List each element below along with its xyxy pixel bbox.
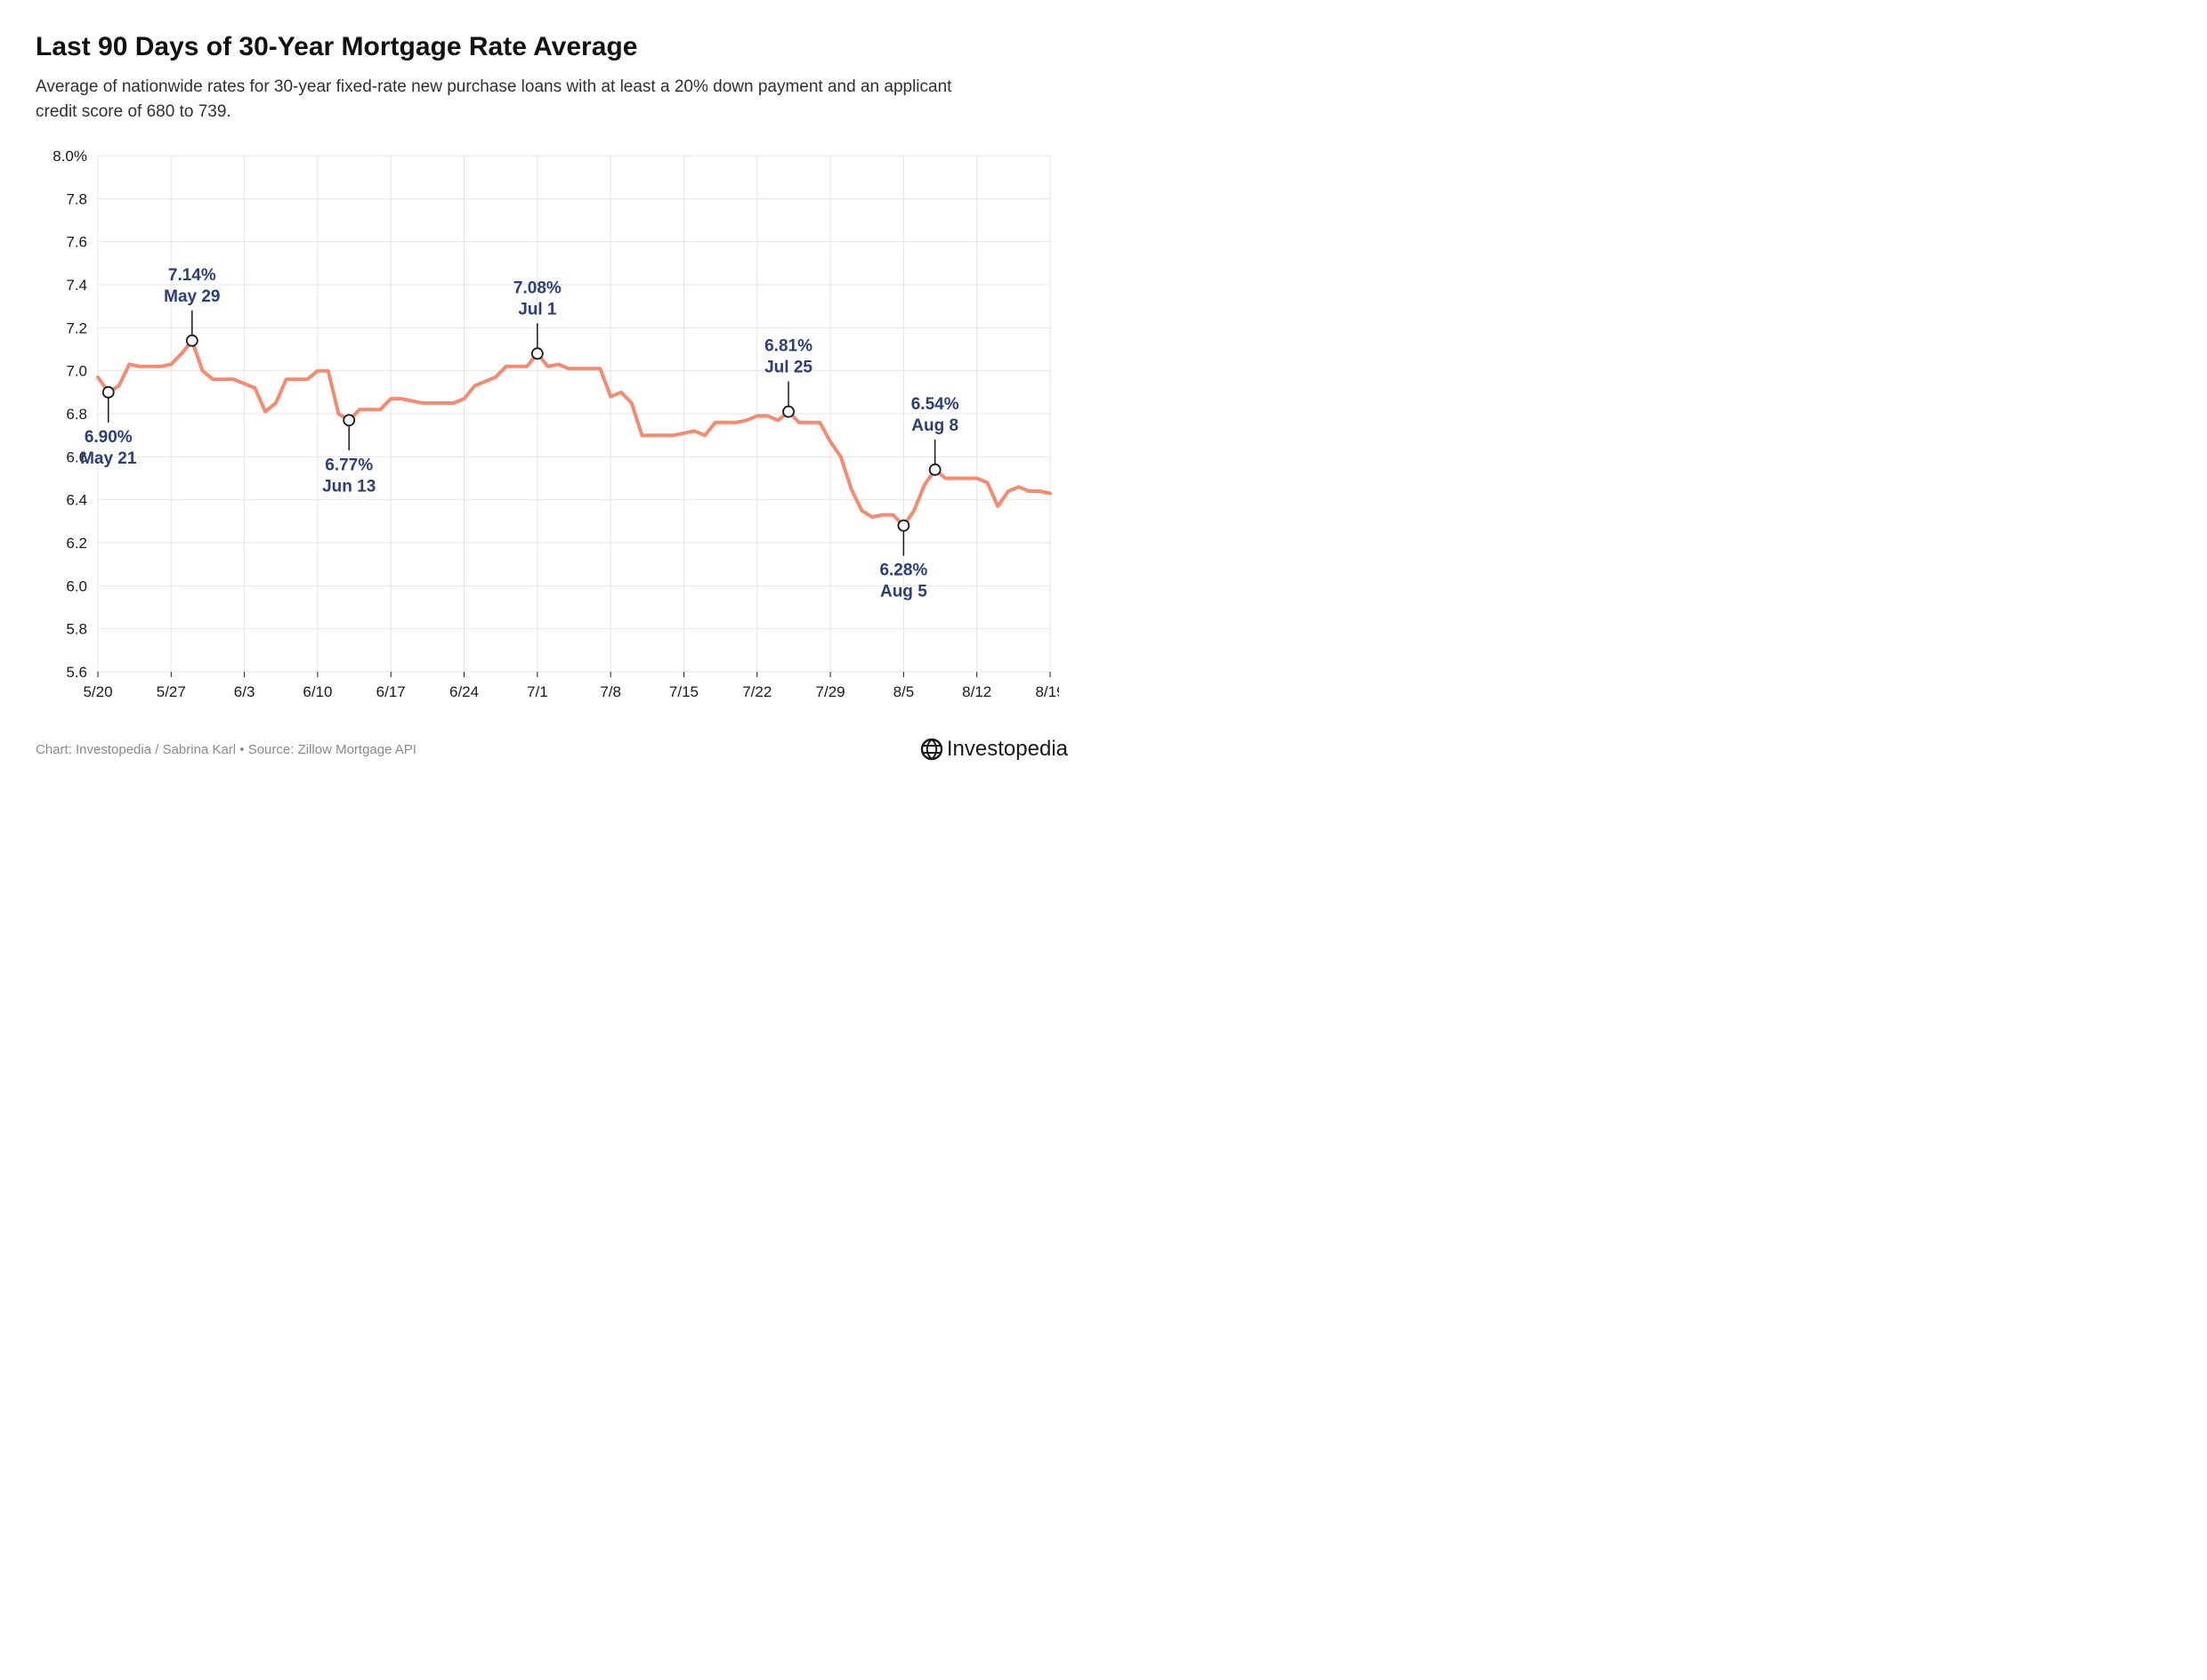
svg-text:8/12: 8/12	[962, 683, 991, 700]
svg-text:6.0: 6.0	[66, 578, 87, 594]
svg-text:6.54%: 6.54%	[911, 395, 959, 414]
svg-text:Jun 13: Jun 13	[322, 477, 376, 496]
svg-text:May 21: May 21	[80, 449, 137, 468]
svg-text:8.0%: 8.0%	[53, 148, 87, 165]
svg-text:6.28%: 6.28%	[879, 561, 927, 580]
svg-text:7.4: 7.4	[66, 277, 87, 294]
svg-text:8/19: 8/19	[1035, 683, 1059, 700]
svg-text:6.90%: 6.90%	[85, 428, 133, 447]
svg-text:5/27: 5/27	[157, 683, 186, 700]
svg-text:7/29: 7/29	[816, 683, 845, 700]
svg-text:Jul 25: Jul 25	[764, 359, 812, 377]
svg-text:6.4: 6.4	[66, 492, 87, 509]
svg-text:7/8: 7/8	[600, 683, 621, 700]
svg-text:Aug 5: Aug 5	[880, 583, 927, 602]
svg-text:7.2: 7.2	[66, 319, 87, 336]
brand-logo: Investopedia	[920, 737, 1068, 762]
svg-text:Jul 1: Jul 1	[518, 300, 557, 319]
svg-text:7.6: 7.6	[66, 234, 87, 251]
chart-attribution: Chart: Investopedia / Sabrina Karl • Sou…	[36, 742, 416, 757]
chart-subtitle: Average of nationwide rates for 30-year …	[36, 75, 997, 124]
chart-container: 5.65.86.06.26.46.66.87.07.27.47.67.88.0%…	[36, 147, 1068, 721]
svg-text:7/15: 7/15	[669, 683, 699, 700]
svg-text:6.2: 6.2	[66, 535, 87, 552]
globe-icon	[920, 738, 943, 761]
svg-text:5/20: 5/20	[83, 683, 112, 700]
svg-text:8/5: 8/5	[893, 683, 915, 700]
svg-text:Aug 8: Aug 8	[911, 416, 958, 435]
svg-text:7.0: 7.0	[66, 363, 87, 380]
brand-text: Investopedia	[947, 737, 1068, 762]
svg-text:5.6: 5.6	[66, 664, 87, 681]
svg-text:6/17: 6/17	[376, 683, 406, 700]
svg-text:6/3: 6/3	[234, 683, 255, 700]
chart-title: Last 90 Days of 30-Year Mortgage Rate Av…	[36, 32, 1068, 62]
svg-text:5.8: 5.8	[66, 621, 87, 638]
line-chart: 5.65.86.06.26.46.66.87.07.27.47.67.88.0%…	[36, 147, 1059, 716]
svg-text:7/22: 7/22	[742, 683, 772, 700]
svg-text:May 29: May 29	[164, 287, 220, 306]
svg-text:7/1: 7/1	[527, 683, 548, 700]
svg-text:6/10: 6/10	[303, 683, 332, 700]
svg-text:6/24: 6/24	[449, 683, 479, 700]
svg-text:6.8: 6.8	[66, 406, 87, 423]
svg-text:6.81%: 6.81%	[764, 337, 812, 356]
svg-text:7.8: 7.8	[66, 190, 87, 207]
svg-text:7.14%: 7.14%	[168, 266, 216, 285]
svg-text:6.77%: 6.77%	[325, 456, 373, 474]
svg-text:7.08%: 7.08%	[513, 279, 562, 297]
